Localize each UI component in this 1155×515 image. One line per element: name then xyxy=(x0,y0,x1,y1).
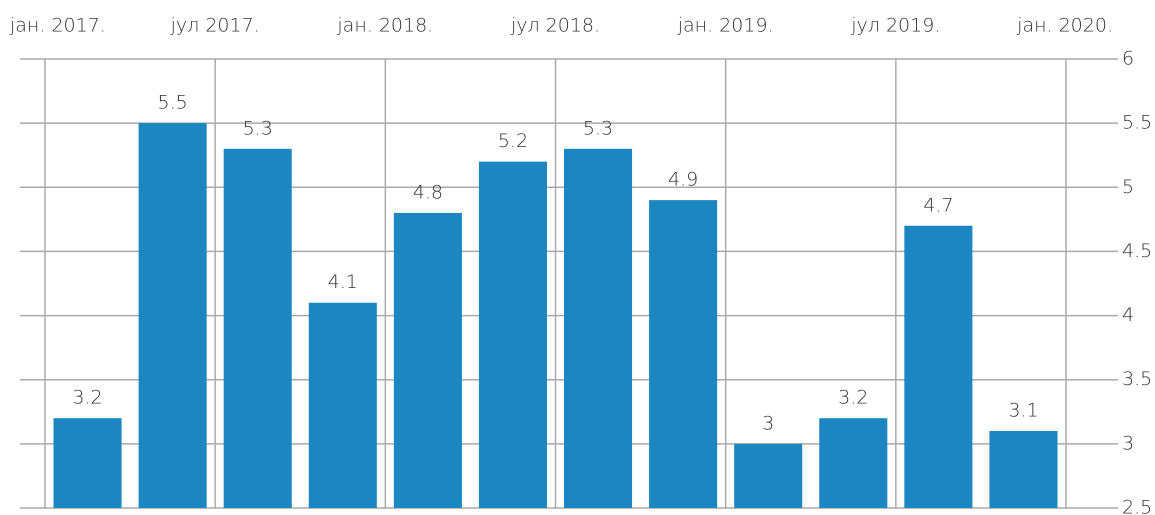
bar xyxy=(223,148,292,509)
x-axis-label: јул 2018. xyxy=(510,15,600,37)
data-label: 4.9 xyxy=(668,169,698,191)
bar xyxy=(308,302,377,508)
bar xyxy=(138,123,207,509)
data-label: 4.7 xyxy=(923,194,953,216)
x-axis-label: јул 2019. xyxy=(850,15,940,37)
data-label: 3.2 xyxy=(72,387,102,409)
data-label: 3.2 xyxy=(838,387,868,409)
data-label: 4.1 xyxy=(328,271,358,293)
data-label: 5.2 xyxy=(498,130,528,152)
data-label: 3.1 xyxy=(1008,400,1038,422)
x-axis-label: јан. 2020. xyxy=(1016,15,1113,37)
x-axis-label: јул 2017. xyxy=(170,15,260,37)
y-tick-label: 3 xyxy=(1122,432,1134,454)
data-label: 5.5 xyxy=(158,92,188,114)
bar xyxy=(393,212,462,508)
y-tick-label: 3.5 xyxy=(1122,368,1152,390)
y-tick-label: 4.5 xyxy=(1122,240,1152,262)
bar xyxy=(53,418,122,508)
data-label: 5.3 xyxy=(583,117,613,139)
bar xyxy=(478,161,547,508)
data-label: 3 xyxy=(762,412,774,434)
data-label: 4.8 xyxy=(413,181,443,203)
bar xyxy=(649,200,718,508)
data-label: 5.3 xyxy=(243,117,273,139)
bar xyxy=(989,431,1058,508)
bar xyxy=(734,443,803,508)
y-tick-label: 5.5 xyxy=(1122,112,1152,134)
x-axis-label: јан. 2017. xyxy=(9,15,106,37)
bar xyxy=(904,225,973,508)
y-tick-label: 4 xyxy=(1122,304,1134,326)
bar xyxy=(564,148,633,509)
x-axis-label: јан. 2018. xyxy=(336,15,433,37)
y-tick-label: 6 xyxy=(1122,48,1134,70)
x-axis-label: јан. 2019. xyxy=(677,15,774,37)
y-tick-label: 2.5 xyxy=(1122,497,1152,515)
y-tick-label: 5 xyxy=(1122,176,1134,198)
bar xyxy=(819,418,888,508)
